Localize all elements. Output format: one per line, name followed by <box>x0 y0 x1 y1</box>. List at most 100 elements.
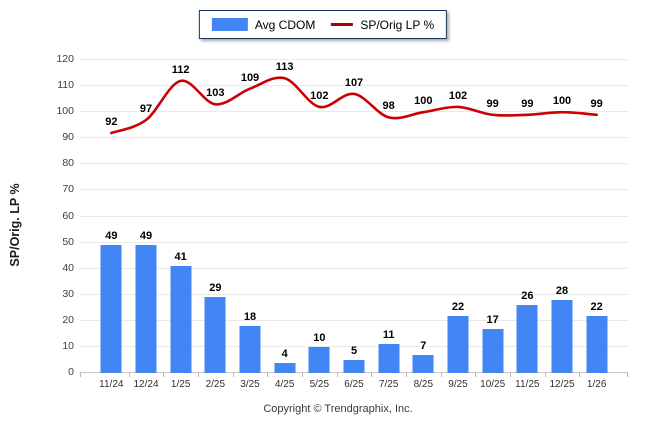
bar-value-label: 11 <box>382 329 395 342</box>
gridline <box>80 345 628 347</box>
y-tick-label: 20 <box>62 313 74 326</box>
bar-value-label: 41 <box>174 251 187 264</box>
y-tick-label: 10 <box>62 339 74 352</box>
bar <box>551 299 573 373</box>
bar-value-label: 22 <box>451 300 465 313</box>
x-axis-label: 7/25 <box>378 379 399 390</box>
x-axis-label: 2/25 <box>205 379 226 390</box>
x-axis-tick <box>510 373 511 377</box>
bar <box>516 305 538 373</box>
bar-value-label: 5 <box>350 344 358 357</box>
y-tick-label: 120 <box>56 53 74 65</box>
x-axis-label: 6/25 <box>344 379 364 390</box>
bar <box>447 315 469 373</box>
gridline <box>80 293 628 295</box>
bar <box>100 245 122 373</box>
line-path <box>110 76 598 135</box>
line-value-label: 92 <box>105 116 118 129</box>
line-value-label: 112 <box>171 63 190 76</box>
gridline <box>80 267 628 269</box>
gridline <box>80 59 628 60</box>
bar <box>412 354 434 373</box>
gridline <box>80 163 628 165</box>
gridline <box>80 137 628 139</box>
x-axis-label: 4/25 <box>274 379 295 390</box>
gridline <box>80 189 628 191</box>
x-axis-label: 10/25 <box>480 379 506 390</box>
gridline <box>80 319 628 321</box>
bar <box>204 297 226 373</box>
x-axis-label: 11/25 <box>515 379 540 390</box>
bar-value-label: 17 <box>486 313 499 326</box>
bar <box>378 344 400 373</box>
x-axis-tick <box>163 373 165 377</box>
x-axis-label: 12/24 <box>133 379 159 390</box>
x-axis-tick <box>406 373 407 377</box>
x-axis-tick <box>371 373 373 377</box>
gridline <box>80 241 628 243</box>
y-tick-label: 30 <box>62 287 74 300</box>
y-tick-label: 70 <box>62 183 74 196</box>
legend-line-swatch <box>331 23 354 26</box>
y-tick-label: 90 <box>62 131 74 144</box>
x-axis-tick <box>267 373 269 377</box>
y-tick-label: 80 <box>62 157 74 170</box>
plot-area: 0 10 20 30 40 50 60 70 80 90 100 110 120 49 49 41 29 18 4… <box>56 53 628 390</box>
line-value-label: 100 <box>414 95 433 108</box>
x-axis-label: 5/25 <box>309 379 330 390</box>
y-axis-title: SP/Orig. LP % <box>8 183 22 267</box>
series-area: 49 49 41 29 18 4 10 5 11 7 22 17 26 28 22 92 97 112 103 10… <box>94 60 614 390</box>
x-axis-tick <box>128 373 130 377</box>
x-axis-label: 1/25 <box>170 379 191 390</box>
x-axis-label: 3/25 <box>240 379 260 390</box>
x-axis-tick <box>440 373 442 377</box>
gridline <box>80 85 628 87</box>
bar <box>308 346 330 373</box>
line-value-label: 113 <box>275 61 294 74</box>
line-value-label: 99 <box>521 97 534 110</box>
x-axis-tick <box>302 373 303 377</box>
x-axis-tick <box>544 373 546 377</box>
line-series <box>110 76 598 135</box>
x-axis-tick <box>579 373 581 377</box>
legend-label-avg-cdom: Avg CDOM <box>254 17 316 32</box>
line-value-label: 100 <box>552 95 572 108</box>
x-axis-tick <box>336 373 338 377</box>
y-tick-label: 40 <box>62 261 74 274</box>
bar-value-label: 4 <box>281 347 288 360</box>
bar-value-label: 28 <box>555 284 569 297</box>
y-tick-label: 100 <box>56 105 74 118</box>
x-axis-edge-tick <box>80 373 81 377</box>
copyright-text: Copyright © Trendgraphix, Inc. <box>263 403 413 415</box>
bar <box>170 266 192 373</box>
line-value-label: 99 <box>590 97 603 110</box>
x-axis-tick <box>475 373 477 377</box>
line-value-label: 98 <box>382 100 395 113</box>
y-tick-label: 60 <box>62 209 74 222</box>
x-axis-label: 11/24 <box>99 379 124 390</box>
bar-value-label: 49 <box>139 230 153 243</box>
legend-label-sp-orig-lp: SP/Orig LP % <box>360 17 435 32</box>
bar <box>135 245 157 373</box>
y-tick-label: 110 <box>57 79 74 92</box>
legend-bar-swatch <box>211 18 248 31</box>
bar-value-label: 29 <box>209 282 222 295</box>
bar-value-label: 26 <box>521 290 534 303</box>
x-axis-label: 9/25 <box>448 379 468 390</box>
bar <box>274 362 296 373</box>
bar <box>239 326 261 373</box>
bar <box>482 328 504 373</box>
line-value-label: 109 <box>240 71 260 84</box>
line-value-label: 102 <box>448 89 468 102</box>
bar <box>586 315 608 373</box>
gridline <box>80 111 628 113</box>
y-tick-label: 0 <box>68 366 74 378</box>
bar-value-label: 10 <box>313 331 326 344</box>
x-axis-label: 8/25 <box>413 379 434 390</box>
bar-value-label: 18 <box>243 311 257 324</box>
x-axis-label: 1/26 <box>586 379 607 390</box>
line-value-label: 97 <box>139 102 153 115</box>
y-tick-label: 50 <box>62 235 74 248</box>
bar-value-label: 7 <box>420 339 427 352</box>
